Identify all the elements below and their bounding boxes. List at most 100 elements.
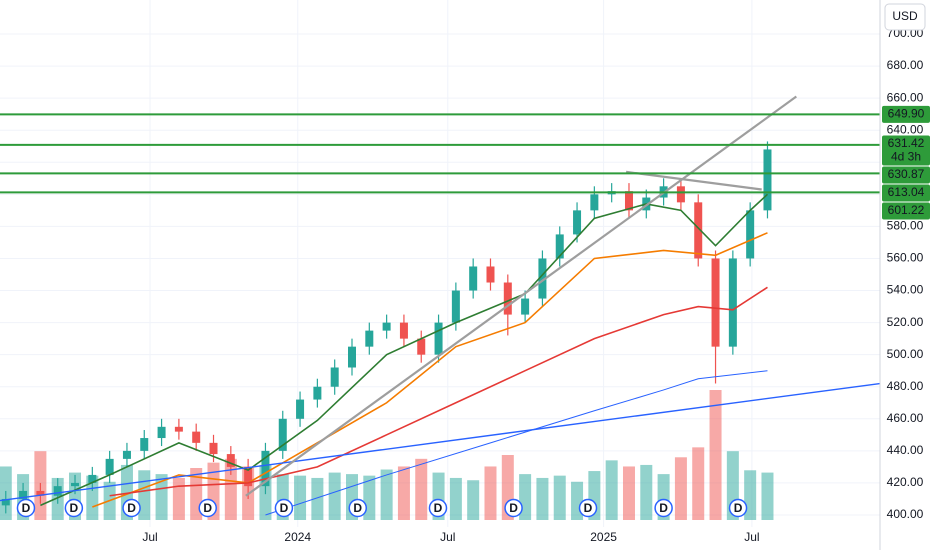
candle-body bbox=[503, 282, 512, 315]
dividend-marker bbox=[122, 498, 141, 518]
dividend-label: D bbox=[22, 501, 31, 515]
candle-body bbox=[417, 338, 426, 355]
x-tick-label: 2024 bbox=[284, 530, 311, 544]
y-tick-label: 420.00 bbox=[887, 475, 924, 489]
candle-body bbox=[434, 322, 443, 355]
candle-body bbox=[624, 191, 633, 211]
candle-body bbox=[105, 458, 114, 475]
candle-body bbox=[469, 266, 478, 291]
candle-body bbox=[365, 330, 374, 347]
candle-body bbox=[538, 258, 547, 299]
volume-bar bbox=[311, 477, 324, 520]
candle-body bbox=[348, 346, 356, 368]
dividend-label: D bbox=[584, 501, 593, 515]
candle-body bbox=[399, 322, 408, 339]
dividend-marker bbox=[348, 498, 368, 518]
candle-body bbox=[676, 186, 685, 203]
candle-body bbox=[71, 482, 80, 487]
candle-body bbox=[555, 234, 564, 259]
price-label: 613.04 bbox=[888, 185, 925, 199]
dividend-marker bbox=[428, 498, 448, 518]
trendline bbox=[0, 382, 881, 502]
candle-body bbox=[728, 258, 737, 347]
y-tick-label: 560.00 bbox=[887, 251, 924, 265]
currency-box[interactable] bbox=[884, 3, 926, 31]
y-tick-label: 540.00 bbox=[887, 283, 924, 297]
volume-bar bbox=[294, 475, 307, 520]
candle-body bbox=[1, 498, 10, 506]
x-tick-label: Jul bbox=[142, 530, 157, 544]
dividend-marker bbox=[504, 498, 523, 518]
y-tick-label: 640.00 bbox=[887, 122, 924, 136]
volume-bar bbox=[536, 477, 549, 520]
volume-bar bbox=[640, 464, 653, 520]
candle-body bbox=[746, 210, 755, 259]
dividend-marker bbox=[274, 498, 294, 518]
dividend-label: D bbox=[509, 501, 518, 515]
trendline bbox=[625, 170, 762, 191]
volume-bar bbox=[449, 477, 462, 520]
x-tick-label: 2025 bbox=[590, 530, 617, 544]
moving-average bbox=[109, 286, 768, 497]
dividend-marker bbox=[64, 498, 84, 518]
candle-body bbox=[122, 450, 131, 459]
x-tick-label: Jul bbox=[744, 530, 759, 544]
candle-body bbox=[226, 454, 235, 467]
dividend-marker bbox=[16, 498, 36, 518]
candle-body bbox=[19, 490, 28, 499]
dividend-label: D bbox=[280, 501, 289, 515]
volume-bar bbox=[674, 457, 687, 520]
candle-body bbox=[694, 202, 703, 259]
trendline bbox=[245, 95, 797, 497]
volume-bar bbox=[553, 475, 566, 520]
volume-bar bbox=[138, 470, 151, 520]
dividend-marker bbox=[654, 498, 673, 518]
currency: USD bbox=[892, 9, 918, 23]
candle-body bbox=[451, 290, 460, 323]
dividend-label: D bbox=[734, 501, 743, 515]
price-label: 601.22 bbox=[888, 203, 925, 217]
candle-body bbox=[88, 474, 97, 483]
y-tick-label: 660.00 bbox=[887, 90, 924, 104]
moving-average bbox=[40, 193, 769, 507]
volume-bar bbox=[397, 466, 410, 520]
volume-bar bbox=[415, 458, 428, 520]
y-tick-label: 580.00 bbox=[887, 219, 924, 233]
volume-bar bbox=[172, 477, 185, 520]
candle-body bbox=[296, 399, 305, 419]
price-label: 630.87 bbox=[888, 167, 925, 181]
volume-bar bbox=[380, 469, 393, 520]
volume-bar bbox=[484, 466, 497, 520]
price-axis bbox=[880, 0, 932, 550]
candle-body bbox=[244, 466, 253, 487]
candle-body bbox=[278, 418, 287, 451]
volume-bar bbox=[692, 447, 705, 520]
y-tick-label: 500.00 bbox=[887, 347, 924, 361]
dividend-label: D bbox=[659, 501, 668, 515]
dividend-label: D bbox=[203, 501, 212, 515]
candle-body bbox=[521, 298, 530, 315]
candle-body bbox=[36, 490, 45, 496]
y-tick-label: 520.00 bbox=[887, 315, 924, 329]
dividend-marker bbox=[728, 498, 748, 518]
candle-body bbox=[209, 442, 218, 455]
volume-bar bbox=[622, 466, 635, 520]
candle-body bbox=[174, 426, 183, 432]
candle-body bbox=[711, 258, 720, 347]
candle-body bbox=[382, 322, 391, 331]
dividend-label: D bbox=[70, 501, 79, 515]
countdown: 4d 3h bbox=[891, 150, 921, 164]
moving-average bbox=[92, 232, 768, 508]
candle-body bbox=[763, 149, 772, 211]
candle-body bbox=[313, 386, 322, 400]
y-tick-label: 460.00 bbox=[887, 411, 924, 425]
y-tick-label: 440.00 bbox=[887, 443, 924, 457]
candle-body bbox=[573, 210, 582, 235]
candle-body bbox=[261, 450, 270, 487]
candle-body bbox=[192, 431, 201, 443]
x-tick-label: Jul bbox=[440, 530, 455, 544]
volume-bar bbox=[86, 475, 99, 520]
candle-body bbox=[330, 367, 339, 387]
